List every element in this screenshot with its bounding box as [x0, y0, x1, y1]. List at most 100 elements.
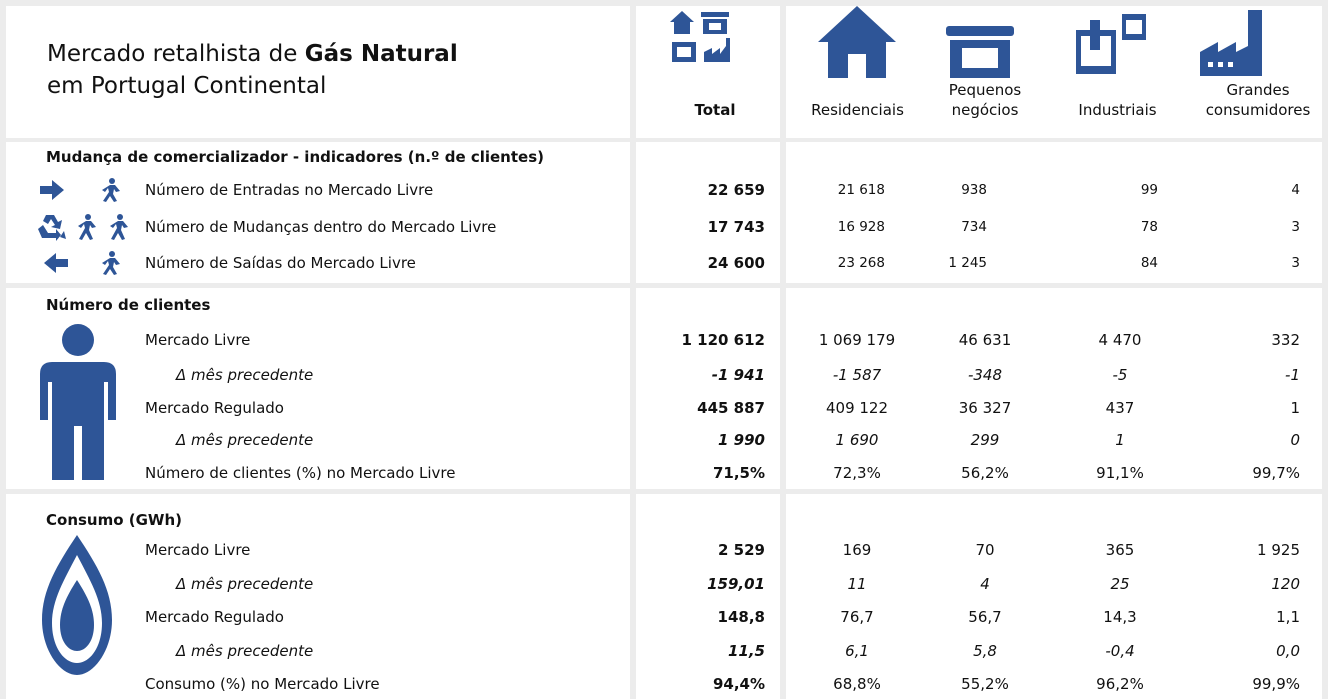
cell-value: 148,8: [717, 608, 765, 626]
cell-value: 55,2%: [961, 675, 1009, 693]
section-panel: [636, 288, 780, 489]
cell-value: 4: [1291, 182, 1300, 198]
cell-value: 22 659: [707, 181, 765, 199]
cell-value: 76,7: [840, 608, 874, 626]
title-line: em Portugal Continental: [47, 73, 327, 99]
cell-value: 70: [975, 541, 995, 559]
section-title: Consumo (GWh): [46, 511, 183, 529]
cell-value: 21 618: [837, 182, 885, 198]
cell-value: 24 600: [707, 254, 765, 272]
switch-icon: [38, 214, 128, 241]
row-label: Δ mês precedente: [176, 431, 314, 449]
cell-value: 46 631: [958, 331, 1012, 349]
cell-value: 11,5: [727, 642, 765, 660]
column-header: Pequenos negócios: [948, 81, 1022, 119]
cell-value: 78: [1140, 219, 1158, 235]
cell-value: 1 069 179: [818, 331, 896, 349]
entry-icon: [40, 178, 120, 202]
column-header: Residenciais: [811, 101, 904, 119]
cell-value: 1 925: [1257, 541, 1300, 559]
cell-value: 437: [1105, 399, 1135, 417]
cell-value: 56,7: [968, 608, 1002, 626]
cell-value: 5,8: [973, 642, 997, 660]
cell-value: 94,4%: [712, 675, 765, 693]
cell-value: 36 327: [958, 399, 1012, 417]
cell-value: -1 587: [832, 366, 882, 384]
cell-value: 1 120 612: [681, 331, 765, 349]
section-panel: [786, 494, 1322, 699]
cell-value: 734: [961, 219, 987, 235]
cell-value: 1,1: [1276, 608, 1300, 626]
row-label: Mercado Livre: [145, 331, 251, 349]
row-label: Δ mês precedente: [176, 642, 314, 660]
row-label: Mercado Regulado: [145, 608, 284, 626]
cell-value: 3: [1291, 219, 1300, 235]
row-label: Δ mês precedente: [176, 366, 314, 384]
cell-value: -348: [967, 366, 1003, 384]
person-icon: [40, 324, 116, 480]
cell-value: 169: [842, 541, 872, 559]
cell-value: 84: [1140, 255, 1158, 271]
cell-value: 1: [1115, 431, 1125, 449]
cell-value: 99,7%: [1252, 464, 1300, 482]
cell-value: 99: [1140, 182, 1158, 198]
cell-value: 72,3%: [833, 464, 881, 482]
cell-value: 159,01: [707, 575, 765, 593]
gas-flame-icon: [42, 535, 112, 675]
cell-value: 365: [1105, 541, 1135, 559]
cell-value: 4: [980, 575, 990, 593]
cell-value: 1 690: [835, 431, 879, 449]
cell-value: 3: [1291, 255, 1300, 271]
cell-value: 1: [1290, 399, 1300, 417]
section-panel: [786, 142, 1322, 283]
cell-value: 99,9%: [1252, 675, 1300, 693]
residential-icon: [818, 6, 896, 78]
shop-icon: [946, 26, 1014, 78]
cell-value: 299: [970, 431, 1000, 449]
section-panel: [636, 494, 780, 699]
section-title: Mudança de comercializador - indicadores…: [46, 148, 544, 166]
cell-value: 6,1: [845, 642, 869, 660]
cell-value: 17 743: [707, 218, 765, 236]
exit-icon: [44, 251, 120, 275]
cell-value: 332: [1271, 331, 1300, 349]
cell-value: 2 529: [718, 541, 765, 559]
cell-value: 16 928: [837, 219, 885, 235]
column-header: Total: [694, 101, 736, 119]
row-label: Mercado Regulado: [145, 399, 284, 417]
cell-value: 11: [847, 575, 867, 593]
cell-value: 71,5%: [712, 464, 765, 482]
title-bold: Gás Natural: [304, 41, 458, 67]
cell-value: -1 941: [711, 366, 765, 384]
cell-value: 14,3: [1103, 608, 1137, 626]
cell-value: 91,1%: [1096, 464, 1144, 482]
row-label: Δ mês precedente: [176, 575, 314, 593]
section-panel: [636, 142, 780, 283]
cell-value: 1 245: [948, 255, 987, 271]
cell-value: -1: [1285, 366, 1300, 384]
cell-value: 120: [1271, 575, 1300, 593]
cell-value: -0,4: [1105, 642, 1135, 660]
cell-value: -5: [1112, 366, 1128, 384]
cell-value: 23 268: [837, 255, 885, 271]
section-title: Número de clientes: [46, 296, 211, 314]
total-icon: [670, 11, 730, 62]
header-panel: [6, 6, 630, 138]
section-panel: [786, 288, 1322, 489]
industrial-icon: [1076, 14, 1146, 74]
row-label: Consumo (%) no Mercado Livre: [145, 675, 380, 693]
cell-value: 0: [1290, 431, 1300, 449]
row-label: Número de clientes (%) no Mercado Livre: [145, 464, 456, 482]
large-consumer-icon: [1200, 10, 1262, 76]
cell-value: 938: [961, 182, 987, 198]
cell-value: 68,8%: [833, 675, 881, 693]
row-label: Mercado Livre: [145, 541, 251, 559]
row-label: Número de Saídas do Mercado Livre: [145, 254, 416, 272]
title: Mercado retalhista de Gás Natural em Por…: [47, 38, 458, 102]
row-label: Número de Entradas no Mercado Livre: [145, 181, 434, 199]
title-text: Mercado retalhista de: [47, 41, 305, 67]
cell-value: 25: [1110, 575, 1130, 593]
cell-value: 445 887: [697, 399, 765, 417]
cell-value: 96,2%: [1096, 675, 1144, 693]
